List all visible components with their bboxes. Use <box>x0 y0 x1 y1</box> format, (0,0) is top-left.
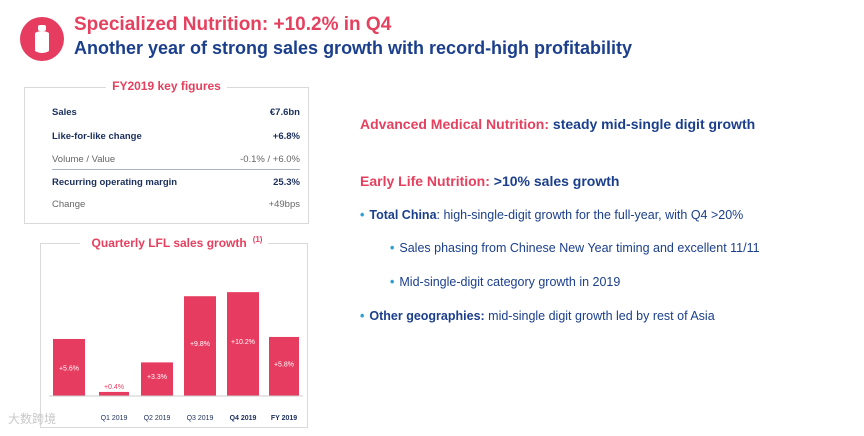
chart-title: Quarterly LFL sales growth <box>85 236 253 250</box>
kf-value: 25.3% <box>273 177 300 188</box>
reference-bar <box>53 338 85 396</box>
chart-footnote: (1) <box>252 235 263 244</box>
amn-text: steady mid-single digit growth <box>552 116 756 132</box>
bar-value-label: +3.3% <box>147 374 167 381</box>
bar-fy-2019 <box>269 336 299 396</box>
kf-label: Volume / Value <box>52 154 116 165</box>
kf-row-lfl: Like-for-like change +6.8% <box>52 128 300 146</box>
key-figures-panel: FY2019 key figures <box>24 79 309 224</box>
kf-row-volume-value: Volume / Value -0.1% / +6.0% <box>52 151 300 170</box>
kf-label: Recurring operating margin <box>52 177 178 188</box>
eln-heading-line: Early Life Nutrition: >10% sales growth <box>360 173 619 189</box>
kf-label: Sales <box>52 107 77 118</box>
watermark: 大数跨境 <box>8 412 57 426</box>
kf-value: +49bps <box>268 199 300 210</box>
chart-panel: Quarterly LFL sales growth (1) +5.6% +0.4%… <box>40 235 308 428</box>
bar-q2-2019 <box>141 362 173 396</box>
x-tick-label: Q1 2019 <box>101 415 128 422</box>
page-title: Specialized Nutrition: +10.2% in Q4 <box>74 14 392 35</box>
bar-value-label: +0.4% <box>104 384 124 391</box>
x-tick-label: Q2 2019 <box>144 415 171 422</box>
bar-chart: +5.6% +0.4% Q1 2019 +3.3% Q2 2019 +9.8% Q3 201… <box>49 292 303 422</box>
kf-value: -0.1% / +6.0% <box>240 154 300 165</box>
bullet-icon: • <box>390 241 395 255</box>
bullet-icon: • <box>360 208 365 222</box>
bar-q4-2019 <box>227 292 259 396</box>
bar-value-label: +10.2% <box>231 339 255 346</box>
bar-value-label: +5.8% <box>274 361 294 368</box>
eln-text: >10% sales growth <box>493 173 620 189</box>
bullet-icon: • <box>390 275 395 289</box>
bullet-text: mid-single digit growth led by rest of A… <box>484 309 715 323</box>
company-logo <box>20 17 64 61</box>
page-subtitle: Another year of strong sales growth with… <box>74 38 633 58</box>
kf-value: +6.8% <box>272 131 300 142</box>
x-tick-label: FY 2019 <box>271 415 297 422</box>
bullet-icon: • <box>360 309 365 323</box>
reference-bar-label: +5.6% <box>59 365 79 372</box>
bar-q3-2019 <box>184 296 216 396</box>
bullet-bold: Other geographies: <box>369 309 485 323</box>
kf-value: €7.6bn <box>269 107 300 118</box>
bullet-bold: Total China <box>369 208 437 222</box>
baby-bottle-icon <box>35 25 49 53</box>
bullet-text: : high-single-digit growth for the full-… <box>436 208 744 222</box>
x-tick-label: Q3 2019 <box>187 415 214 422</box>
kf-row-margin: Recurring operating margin 25.3% <box>52 174 300 192</box>
eln-heading: Early Life Nutrition: <box>360 173 490 189</box>
bullet-text: Mid-single-digit category growth in 2019 <box>399 275 621 289</box>
kf-label: Like-for-like change <box>52 131 142 142</box>
key-figures-title: FY2019 key figures <box>106 79 227 93</box>
amn-heading-line: Advanced Medical Nutrition: steady mid-s… <box>360 116 755 132</box>
bullet-other-geographies: • Other geographies: mid-single digit gro… <box>360 309 715 323</box>
kf-row-sales: Sales €7.6bn <box>52 104 300 122</box>
bullet-total-china: • Total China: high-single-digit growth f… <box>360 208 743 222</box>
bullet-text: Sales phasing from Chinese New Year timi… <box>399 241 760 255</box>
bullet-sales-phasing: • Sales phasing from Chinese New Year tim… <box>390 241 760 255</box>
kf-label: Change <box>52 199 86 210</box>
kf-row-change: Change +49bps <box>52 196 300 214</box>
bar-value-label: +9.8% <box>190 341 210 348</box>
bullet-category-growth: • Mid-single-digit category growth in 201… <box>390 275 620 289</box>
bar-q1-2019 <box>99 391 129 396</box>
amn-heading: Advanced Medical Nutrition: <box>360 116 550 132</box>
x-tick-label: Q4 2019 <box>230 415 257 422</box>
